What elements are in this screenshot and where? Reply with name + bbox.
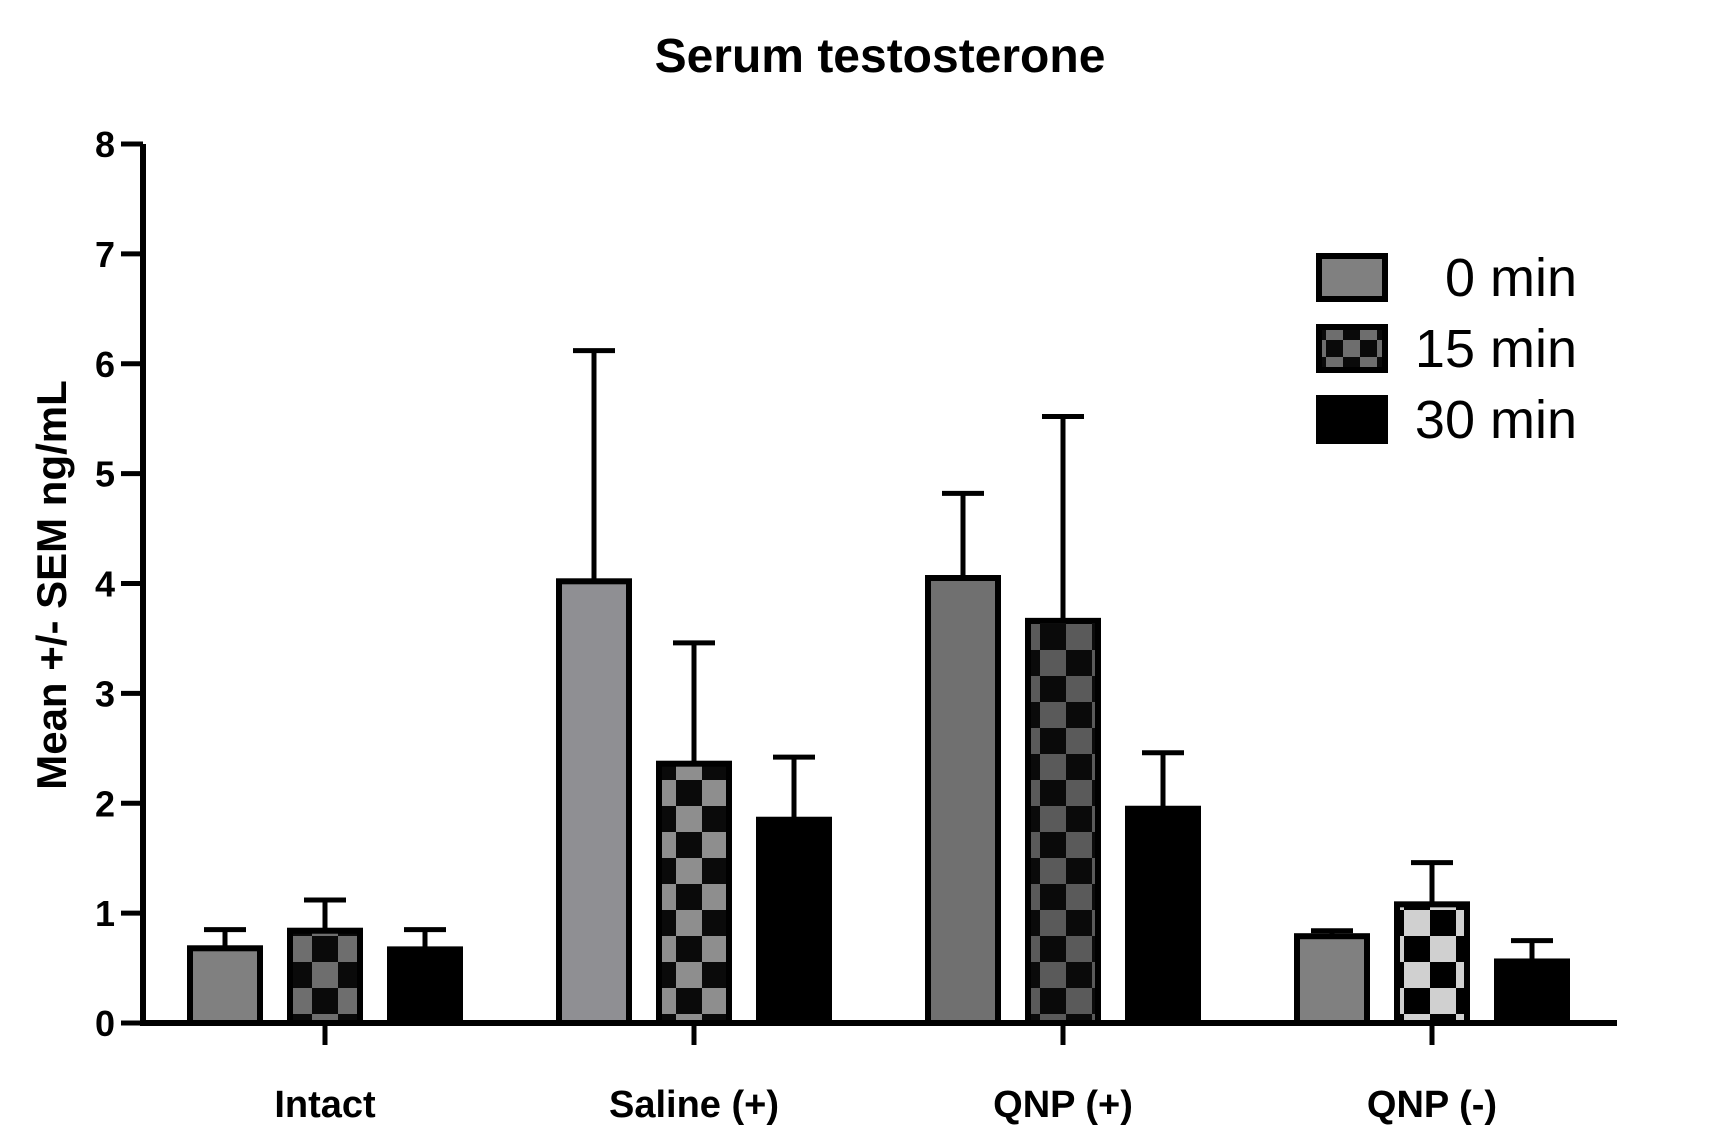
y-tick-label: 0 — [95, 1003, 115, 1044]
chart-title: Serum testosterone — [655, 30, 1106, 83]
legend: 0 min 15 min 30 min — [1316, 248, 1577, 450]
bar — [1125, 805, 1201, 1027]
y-tick-label: 8 — [95, 124, 115, 165]
y-tick-label: 6 — [95, 344, 115, 385]
y-tick-label: 7 — [95, 234, 115, 275]
x-tick-label: Intact — [274, 1084, 376, 1126]
legend-swatch — [1316, 253, 1388, 302]
bar — [287, 927, 363, 1027]
bar — [656, 760, 732, 1026]
y-tick-label: 2 — [95, 783, 115, 824]
bar — [756, 816, 832, 1027]
legend-swatch — [1316, 324, 1388, 373]
legend-swatch — [1316, 395, 1388, 444]
legend-label: 0 min — [1445, 248, 1577, 308]
x-tick-label: QNP (+) — [993, 1084, 1133, 1126]
y-tick-label: 4 — [95, 564, 115, 605]
legend-label: 15 min — [1415, 319, 1577, 379]
bar — [1494, 958, 1570, 1026]
bar — [387, 946, 463, 1026]
bar — [1025, 617, 1101, 1026]
y-tick-label: 5 — [95, 454, 115, 495]
y-tick-label: 1 — [95, 893, 115, 934]
plot-area: 0 1 2 3 4 5 6 7 8 Intact Saline (+) QNP (+) QNP (-) — [95, 124, 1617, 1126]
y-tick-label: 3 — [95, 673, 115, 714]
bar — [1394, 901, 1470, 1027]
y-axis-label: Mean +/- SEM ng/mL — [28, 380, 75, 790]
x-tick-label: QNP (-) — [1367, 1084, 1497, 1126]
legend-label: 30 min — [1415, 390, 1577, 450]
bar — [925, 575, 1001, 1026]
bar — [1294, 933, 1370, 1026]
x-tick-label: Saline (+) — [609, 1084, 779, 1126]
bar — [187, 945, 263, 1026]
bar — [556, 578, 632, 1026]
